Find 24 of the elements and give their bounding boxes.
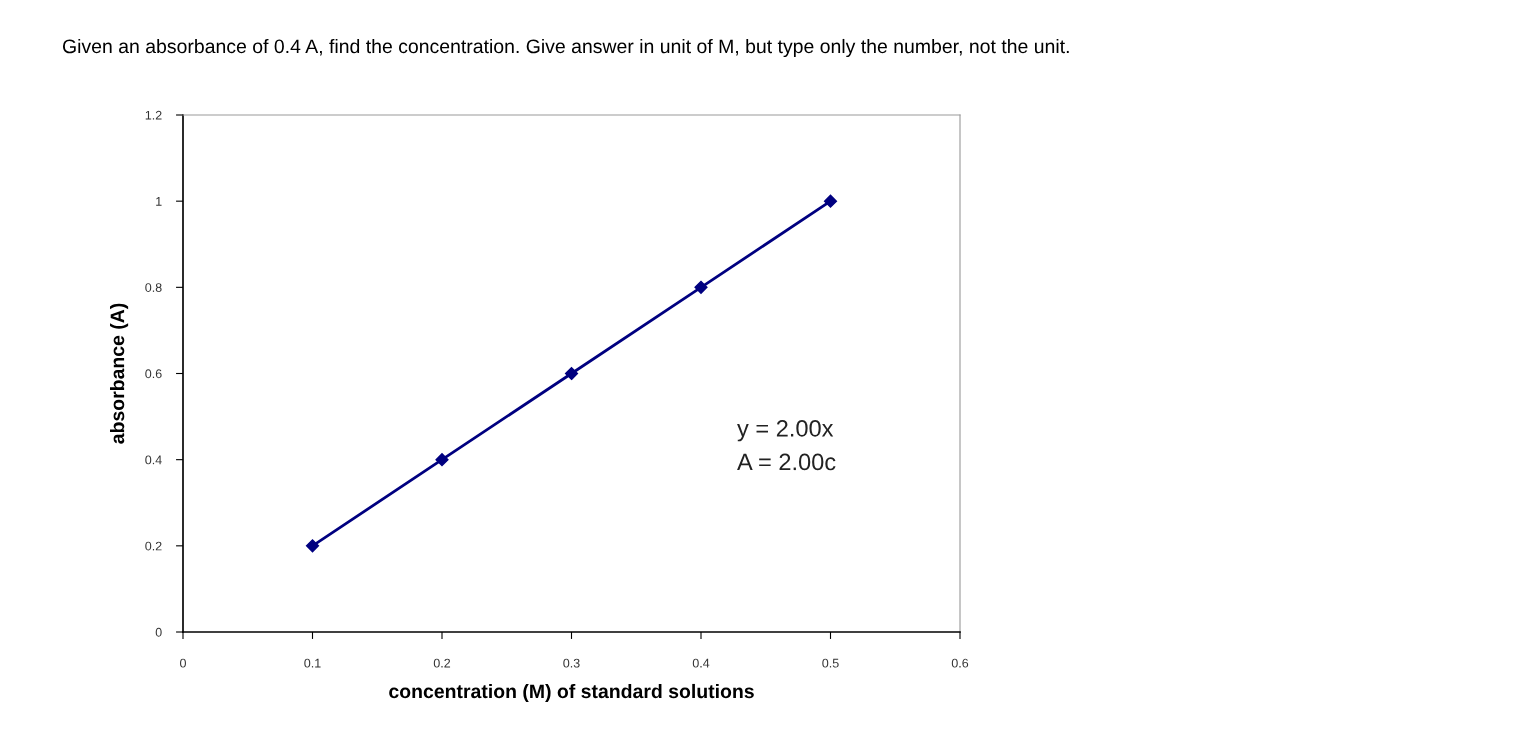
x-tick-label: 0.2 — [433, 658, 451, 668]
annotation: A = 2.00c — [737, 453, 836, 471]
y-tick-label: 0.2 — [145, 541, 162, 551]
point — [305, 539, 320, 553]
x-axis-title: concentration (M) of standard solutions — [389, 683, 754, 703]
x-tick-label: 0.5 — [822, 658, 839, 668]
y-axis-title: absorbance (A) — [110, 303, 129, 444]
y-tick-label: 0.8 — [145, 283, 162, 292]
y-tick-label: 0.4 — [145, 455, 162, 465]
point — [435, 453, 449, 467]
point — [694, 280, 708, 294]
y-tick-label: 0.6 — [145, 369, 162, 379]
y-tick-label: 1.2 — [145, 110, 162, 120]
x-tick-label: 0.6 — [951, 658, 969, 668]
y-tick-label: 0 — [155, 627, 162, 637]
chart-title: Given an absorbance of 0.4 A, find the concentration. Give answer in unit of M, but type only the number, not the unit. — [62, 38, 1069, 58]
annotation: y = 2.00x — [737, 419, 834, 442]
x-tick-label: 0.3 — [563, 658, 580, 668]
y-tick-label: 1 — [156, 197, 162, 206]
x-tick-label: 0 — [180, 658, 186, 668]
x-tick-label: 0.1 — [304, 658, 321, 668]
point — [823, 194, 838, 208]
x-tick-label: 0.4 — [692, 658, 710, 668]
point — [564, 366, 579, 381]
